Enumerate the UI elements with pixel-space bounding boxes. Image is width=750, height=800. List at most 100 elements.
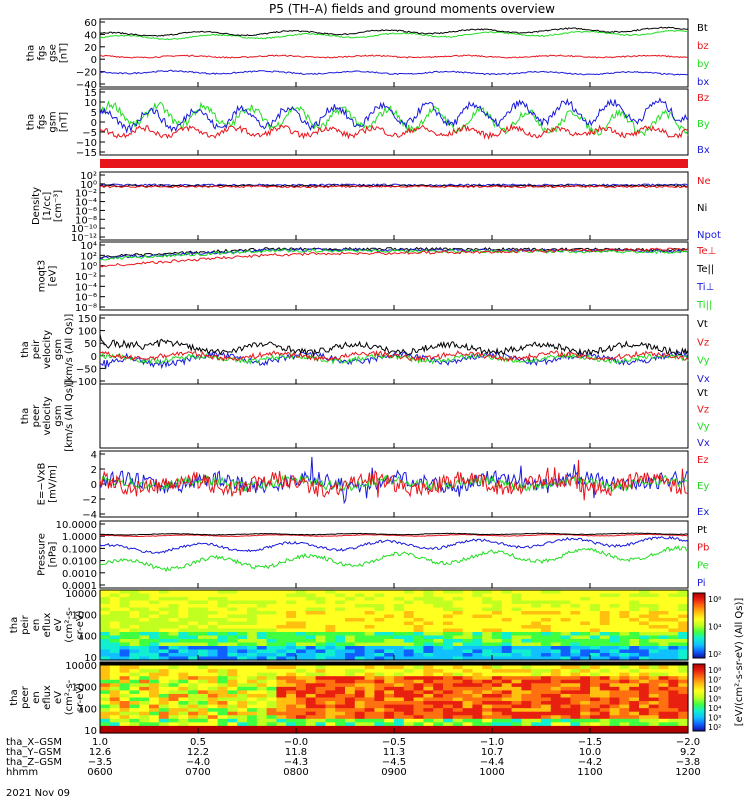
spectrogram-cell <box>296 693 307 699</box>
spectrogram-cell <box>286 649 297 654</box>
spectrogram-cell <box>286 683 297 688</box>
spectrogram-cell <box>580 725 591 731</box>
spectrogram-cell <box>217 697 228 702</box>
spectrogram-cell <box>443 722 454 727</box>
spectrogram-cell <box>521 646 532 651</box>
spectrogram-cell <box>109 621 121 626</box>
spectrogram-cell <box>247 718 258 723</box>
y-axis-label-line: [nPa] <box>48 541 59 567</box>
legend-by: by <box>697 59 709 70</box>
spectrogram-cell <box>668 649 679 654</box>
spectrogram-cell <box>198 722 209 727</box>
spectrogram-cell <box>531 715 542 720</box>
spectrogram-cell <box>266 625 277 630</box>
spectrogram-cell <box>296 722 307 727</box>
spectrogram-cell <box>100 635 111 640</box>
spectrogram-cell <box>227 672 238 677</box>
spectrogram-cell <box>119 642 130 647</box>
spectrogram-cell <box>394 600 405 605</box>
spectrogram-cell <box>678 656 689 661</box>
y-axis-label-line: tha <box>20 341 31 357</box>
spectrogram-cell <box>570 621 581 626</box>
spectrogram-cell <box>364 618 375 623</box>
spectrogram-cell <box>256 635 268 640</box>
spectrogram-cell <box>678 725 689 731</box>
spectrogram-cell <box>619 715 630 720</box>
spectrogram-cell <box>100 690 111 695</box>
spectrogram-cell <box>178 642 189 647</box>
spectrogram-cell <box>100 665 111 670</box>
spectrogram-cell <box>403 611 415 616</box>
spectrogram-cell <box>237 607 248 612</box>
spectrogram-cell <box>678 722 689 727</box>
spectrogram-cell <box>443 646 454 651</box>
spectrogram-cell <box>158 639 170 644</box>
spectrogram-cell <box>266 729 277 734</box>
spectrogram-cell <box>560 656 571 661</box>
spectrogram-cell <box>100 597 111 602</box>
spectrogram-cell <box>443 649 454 654</box>
chart-title: P5 (TH–A) fields and ground moments over… <box>269 2 555 16</box>
spectrogram-cell <box>511 672 522 677</box>
spectrogram-cell <box>364 704 375 709</box>
spectrogram-cell <box>433 635 444 640</box>
spectrogram-cell <box>462 686 473 691</box>
spectrogram-cell <box>570 590 581 595</box>
spectrogram-cell <box>413 600 424 605</box>
spectrogram-cell <box>158 632 170 637</box>
spectrogram-cell <box>286 646 297 651</box>
spectrogram-cell <box>158 693 170 699</box>
y-tick-label: 10⁰ <box>80 180 97 191</box>
spectrogram-cell <box>413 669 424 674</box>
spectrogram-cell <box>286 672 297 677</box>
spectrogram-cell <box>599 604 611 609</box>
legend-Pt: Pt <box>697 525 707 536</box>
spectrogram-cell <box>472 718 483 723</box>
spectrogram-cell <box>188 701 199 706</box>
spectrogram-cell <box>541 701 552 706</box>
spectrogram-cell <box>639 628 650 633</box>
spectrogram-cell <box>629 693 640 699</box>
spectrogram-cell <box>354 593 366 598</box>
spectrogram-cell <box>188 611 199 616</box>
spectrogram-cell <box>266 704 277 709</box>
spectrogram-cell <box>266 607 277 612</box>
spectrogram-cell <box>217 646 228 651</box>
spectrogram-cell <box>433 704 444 709</box>
spectrogram-cell <box>256 704 268 709</box>
spectrogram-cell <box>119 597 130 602</box>
spectrogram-cell <box>374 690 385 695</box>
spectrogram-cell <box>100 632 111 637</box>
spectrogram-cell <box>423 639 434 644</box>
spectrogram-cell <box>217 729 228 734</box>
spectrogram-cell <box>433 711 444 716</box>
spectrogram-cell <box>541 697 552 702</box>
spectrogram-cell <box>168 590 179 595</box>
spectrogram-cell <box>550 679 562 684</box>
spectrogram-cell <box>354 646 366 651</box>
spectrogram-cell <box>443 718 454 723</box>
y-axis-label-line: (cm²-s- <box>64 679 75 715</box>
spectrogram-cell <box>443 597 454 602</box>
spectrogram-cell <box>678 693 689 699</box>
spectrogram-cell <box>492 711 503 716</box>
axis-row-value: −4.4 <box>480 757 504 768</box>
spectrogram-cell <box>188 646 199 651</box>
spectrogram-cell <box>403 672 415 677</box>
spectrogram-cell <box>531 628 542 633</box>
spectrogram-cell <box>178 653 189 658</box>
spectrogram-cell <box>619 665 630 670</box>
spectrogram-cell <box>443 604 454 609</box>
spectrogram-cell <box>472 607 483 612</box>
spectrogram-cell <box>462 649 473 654</box>
spectrogram-cell <box>129 679 140 684</box>
spectrogram-cell <box>335 701 346 706</box>
spectrogram-cell <box>247 690 258 695</box>
y-tick-label: 10² <box>80 171 97 182</box>
spectrogram-cell <box>413 625 424 630</box>
spectrogram-cell <box>511 618 522 623</box>
spectrogram-cell <box>599 618 611 623</box>
spectrogram-cell <box>325 686 336 691</box>
spectrogram-cell <box>325 621 336 626</box>
spectrogram-cell <box>227 676 238 681</box>
